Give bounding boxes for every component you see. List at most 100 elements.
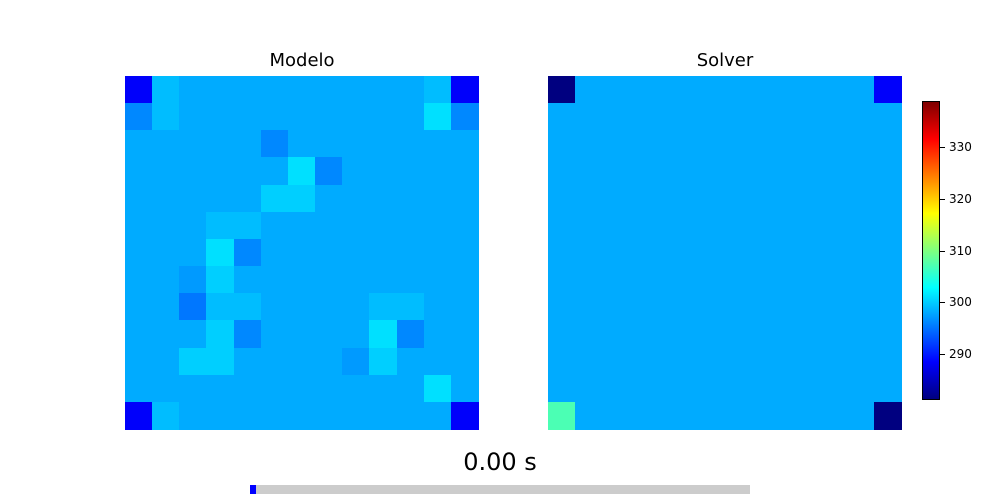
heatmap-cell [765,103,793,131]
heatmap-cell [179,76,208,104]
colorbar-tick [940,302,945,304]
heatmap-cell [683,238,712,267]
heatmap-cell [342,157,370,186]
heatmap-cell [548,184,576,213]
heatmap-cell [656,401,685,430]
heatmap-title-solver: Solver [696,50,754,71]
heatmap-cell [710,266,739,294]
heatmap-cell [819,130,848,159]
heatmap-cell [873,238,902,267]
heatmap-cell [125,130,153,159]
heatmap-cell [125,157,153,186]
heatmap-cell [287,293,316,321]
heatmap-cell [396,266,425,294]
heatmap-cell [369,347,398,376]
colorbar-tick [940,250,945,252]
heatmap-cell [629,211,658,240]
heatmap-cell [710,238,739,267]
heatmap-cell [287,320,316,349]
heatmap-cell [629,76,658,104]
heatmap-cell [710,347,739,376]
heatmap-cell [396,320,425,349]
heatmap-cell [396,374,425,403]
heatmap-cell [152,293,180,321]
heatmap-cell [369,374,398,403]
heatmap-cell [233,266,262,294]
heatmap-cell [152,76,180,104]
colorbar-tick-label: 300 [949,295,972,310]
heatmap-cell [233,293,262,321]
heatmap-cell [548,103,576,131]
heatmap-cell [846,320,875,349]
heatmap-cell [819,103,848,131]
heatmap-cell [575,103,603,131]
heatmap-cell [450,184,479,213]
heatmap-cell [423,103,452,131]
heatmap-cell [765,293,793,321]
heatmap-cell [396,211,425,240]
heatmap-cell [152,320,180,349]
heatmap-cell [575,266,603,294]
heatmap-cell [683,293,712,321]
heatmap-cell [792,320,821,349]
heatmap-cell [548,347,576,376]
colorbar-tick-label: 310 [949,243,972,258]
heatmap-cell [602,238,631,267]
heatmap-cell [152,347,180,376]
heatmap-title-modelo: Modelo [269,50,335,71]
heatmap-cell [179,401,208,430]
heatmap-cell [233,238,262,267]
heatmap-cell [125,238,153,267]
heatmap-cell [423,238,452,267]
heatmap-cell [792,184,821,213]
heatmap-cell [792,401,821,430]
heatmap-cell [450,238,479,267]
heatmap-cell [548,76,576,104]
heatmap-cell [575,130,603,159]
heatmap-cell [206,293,235,321]
heatmap-cell [423,211,452,240]
heatmap-cell [575,211,603,240]
heatmap-cell [819,401,848,430]
heatmap-cell [125,266,153,294]
heatmap-cell [548,320,576,349]
heatmap-cell [260,374,289,403]
heatmap-cell [738,211,766,240]
heatmap-cell [152,130,180,159]
time-label: 0.00 s [463,448,537,476]
heatmap-cell [819,238,848,267]
heatmap-cell [342,76,370,104]
heatmap-cell [287,238,316,267]
heatmap-cell [315,320,343,349]
heatmap-cell [602,157,631,186]
heatmap-cell [683,76,712,104]
heatmap-cell [315,238,343,267]
heatmap-cell [287,266,316,294]
heatmap-cell [423,347,452,376]
heatmap-cell [656,184,685,213]
heatmap-cell [287,184,316,213]
heatmap-cell [710,374,739,403]
heatmap-cell [179,293,208,321]
progress-bar[interactable] [250,485,750,494]
heatmap-cell [738,347,766,376]
heatmap-cell [683,211,712,240]
heatmap-cell [206,347,235,376]
heatmap-cell [260,347,289,376]
heatmap-cell [656,76,685,104]
heatmap-cell [342,184,370,213]
heatmap-cell [152,211,180,240]
heatmap-cell [548,211,576,240]
heatmap-cell [548,401,576,430]
colorbar-tick-label: 320 [949,191,972,206]
heatmap-cell [315,401,343,430]
heatmap-cell [765,157,793,186]
heatmap-cell [656,211,685,240]
heatmap-cell [846,76,875,104]
heatmap-cell [873,157,902,186]
heatmap-cell [152,401,180,430]
heatmap-cell [765,211,793,240]
heatmap-cell [738,320,766,349]
heatmap-cell [396,184,425,213]
heatmap-cell [342,266,370,294]
